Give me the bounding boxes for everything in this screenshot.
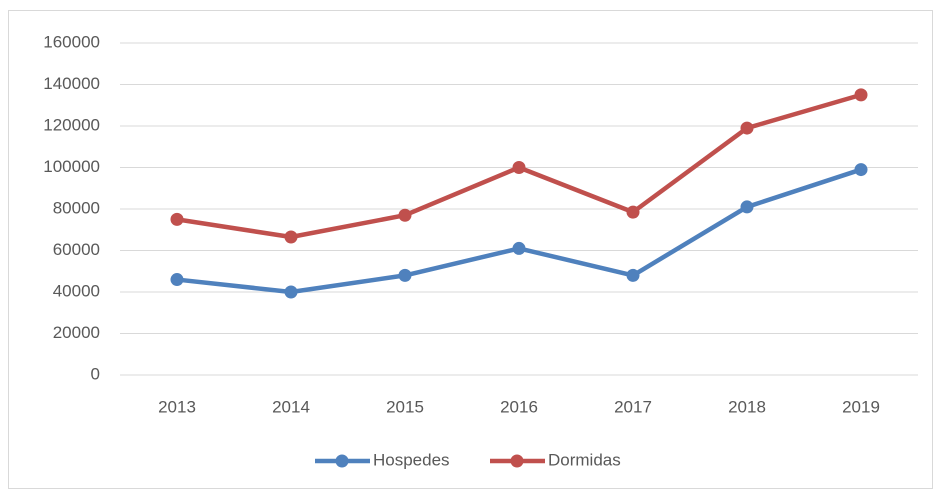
legend-marker: [510, 454, 524, 468]
x-tick-label: 2017: [614, 397, 652, 416]
x-tick-label: 2013: [158, 397, 196, 416]
legend-label: Hospedes: [373, 450, 450, 469]
data-point: [284, 230, 298, 244]
y-tick-label: 100000: [43, 157, 100, 176]
legend-marker: [335, 454, 349, 468]
x-tick-label: 2014: [272, 397, 310, 416]
y-tick-label: 120000: [43, 115, 100, 134]
y-tick-label: 80000: [53, 198, 100, 217]
data-point: [854, 88, 868, 102]
x-tick-label: 2015: [386, 397, 424, 416]
y-tick-label: 60000: [53, 240, 100, 259]
data-point: [170, 212, 184, 226]
data-point: [626, 205, 640, 219]
data-point: [398, 208, 412, 222]
data-point: [740, 121, 754, 135]
chart-frame: [8, 10, 933, 489]
x-tick-label: 2016: [500, 397, 538, 416]
y-tick-label: 160000: [43, 32, 100, 51]
data-point: [398, 268, 412, 282]
data-point: [626, 268, 640, 282]
data-point: [740, 200, 754, 214]
y-tick-label: 140000: [43, 74, 100, 93]
y-tick-label: 20000: [53, 323, 100, 342]
data-point: [512, 161, 526, 174]
data-point: [170, 273, 184, 287]
data-point: [284, 285, 298, 299]
y-tick-label: 0: [91, 364, 100, 383]
y-tick-label: 40000: [53, 281, 100, 300]
data-point: [854, 163, 868, 177]
x-tick-label: 2019: [842, 397, 880, 416]
x-tick-label: 2018: [728, 397, 766, 416]
data-point: [512, 241, 526, 255]
legend-label: Dormidas: [548, 450, 621, 469]
